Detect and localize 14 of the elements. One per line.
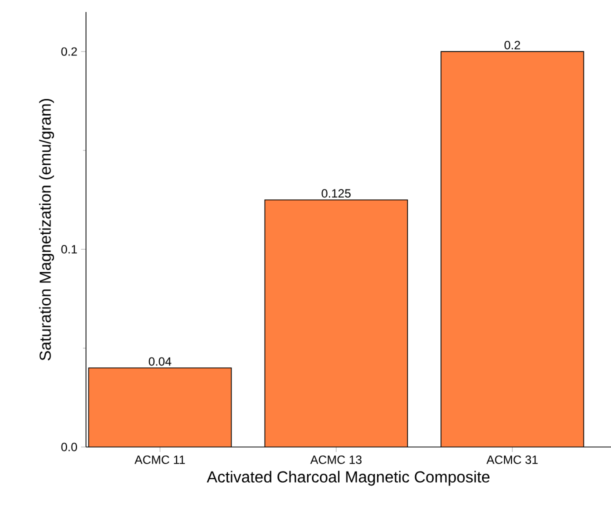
x-tick-label: ACMC 31 bbox=[486, 456, 538, 464]
y-tick-label: 0.0 bbox=[61, 442, 78, 452]
y-axis-title: Saturation Magnetization (emu/gram) bbox=[39, 98, 54, 360]
bar bbox=[88, 368, 232, 447]
bar bbox=[264, 200, 408, 447]
x-axis-title: Activated Charcoal Magnetic Composite bbox=[206, 470, 490, 486]
x-tick-label: ACMC 13 bbox=[310, 456, 362, 464]
x-tick-label: ACMC 11 bbox=[134, 456, 185, 464]
bar bbox=[440, 51, 584, 447]
y-tick-label: 0.2 bbox=[61, 47, 77, 56]
data-label: 0.2 bbox=[504, 40, 520, 50]
data-label: 0.04 bbox=[148, 357, 172, 366]
data-label: 0.125 bbox=[322, 189, 351, 198]
y-tick-label: 0.1 bbox=[61, 245, 77, 254]
